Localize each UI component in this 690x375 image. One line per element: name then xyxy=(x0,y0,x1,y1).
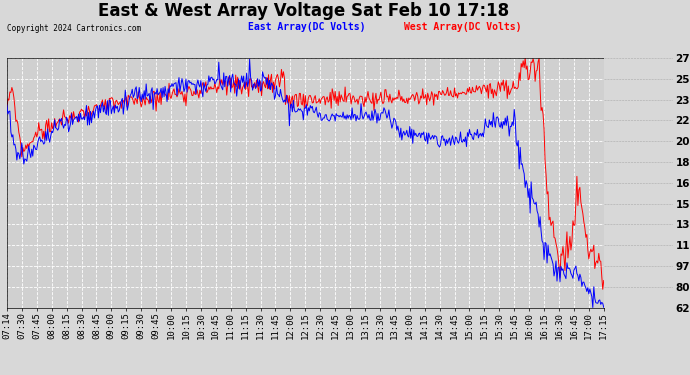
Text: Copyright 2024 Cartronics.com: Copyright 2024 Cartronics.com xyxy=(7,24,141,33)
Text: West Array(DC Volts): West Array(DC Volts) xyxy=(404,22,521,32)
Text: East Array(DC Volts): East Array(DC Volts) xyxy=(248,22,366,32)
Text: East & West Array Voltage Sat Feb 10 17:18: East & West Array Voltage Sat Feb 10 17:… xyxy=(98,2,509,20)
